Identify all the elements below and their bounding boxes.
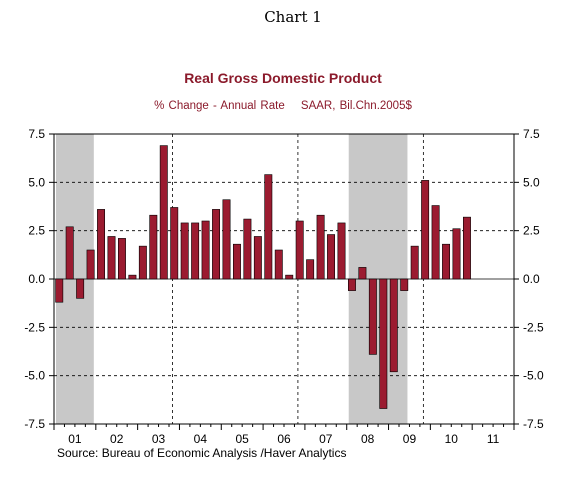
bar [201,220,210,280]
bar [379,278,388,409]
y-axis-labels-left: 7.5 5.0 2.5 0.0 -2.5 -5.0 -7.5 [24,127,45,431]
source-note: Source: Bureau of Economic Analysis /Hav… [57,446,347,460]
bar [295,220,304,280]
bar [347,278,356,291]
y-tick-label-left: -2.5 [24,320,45,334]
bars [55,145,471,409]
bar [76,278,85,299]
bar [212,209,221,280]
x-tick-label: 04 [194,432,208,446]
bar [306,259,315,280]
x-tick-label: 01 [68,432,82,446]
bar [159,145,168,280]
y-tick-label-right: -7.5 [523,417,544,431]
bar [191,222,200,280]
bar [285,274,294,280]
bar [462,216,471,280]
x-tick-label: 08 [361,432,375,446]
bar [264,174,273,280]
y-tick-label-right: 5.0 [523,175,540,189]
bar [253,236,262,280]
bar [316,214,325,280]
x-tick-label: 06 [277,432,291,446]
bar [410,245,419,280]
x-tick-label: 09 [403,432,417,446]
x-tick-label: 07 [319,432,333,446]
y-tick-label-left: 2.5 [28,224,45,238]
bar [274,249,283,280]
bar [337,222,346,280]
y-tick-label-right: -2.5 [523,320,544,334]
y-tick-label-right: 2.5 [523,224,540,238]
bar [243,218,252,280]
bar [180,222,189,280]
y-tick-label-left: 5.0 [28,175,45,189]
subtitle-measure: % Change - Annual Rate [154,100,285,112]
bar [232,243,241,280]
x-tick-label: 10 [445,432,459,446]
y-tick-label-left: 0.0 [28,272,45,286]
bar [327,234,336,280]
subtitle-note: SAAR, Bil.Chn.2005$ [300,100,412,112]
bar [431,205,440,280]
bar [149,214,158,280]
bar [400,278,409,291]
bar [170,207,179,280]
x-tick-label: 03 [152,432,166,446]
chart-title: Real Gross Domestic Product [184,70,382,86]
bar [55,278,64,303]
bar [117,238,126,280]
y-tick-label-left: -7.5 [24,417,45,431]
bar [107,236,116,280]
x-tick-label: 11 [487,432,500,446]
bar [138,245,147,280]
bar [222,199,231,280]
bar [421,180,430,280]
bar [65,226,74,280]
y-tick-label-right: -5.0 [523,369,544,383]
bar [358,267,367,280]
y-axis-labels-right: 7.5 5.0 2.5 0.0 -2.5 -5.0 -7.5 [523,127,544,431]
y-tick-label-right: 7.5 [523,127,540,141]
bar [128,274,137,280]
y-tick-label-left: 7.5 [28,127,45,141]
chart-subtitle: % Change - Annual Rate SAAR, Bil.Chn.200… [0,100,566,112]
y-tick-label-left: -5.0 [24,369,45,383]
axes [49,133,519,430]
bar [368,278,377,355]
x-tick-label: 02 [110,432,124,446]
bar [86,249,95,280]
x-axis-labels: 01 02 03 04 05 06 07 08 09 10 11 [68,432,499,446]
bar [442,243,451,280]
x-tick-label: 05 [236,432,250,446]
bar [97,209,106,280]
bar [452,228,461,280]
bar [389,278,398,373]
page-label: Chart 1 [264,8,322,26]
y-tick-label-right: 0.0 [523,272,540,286]
